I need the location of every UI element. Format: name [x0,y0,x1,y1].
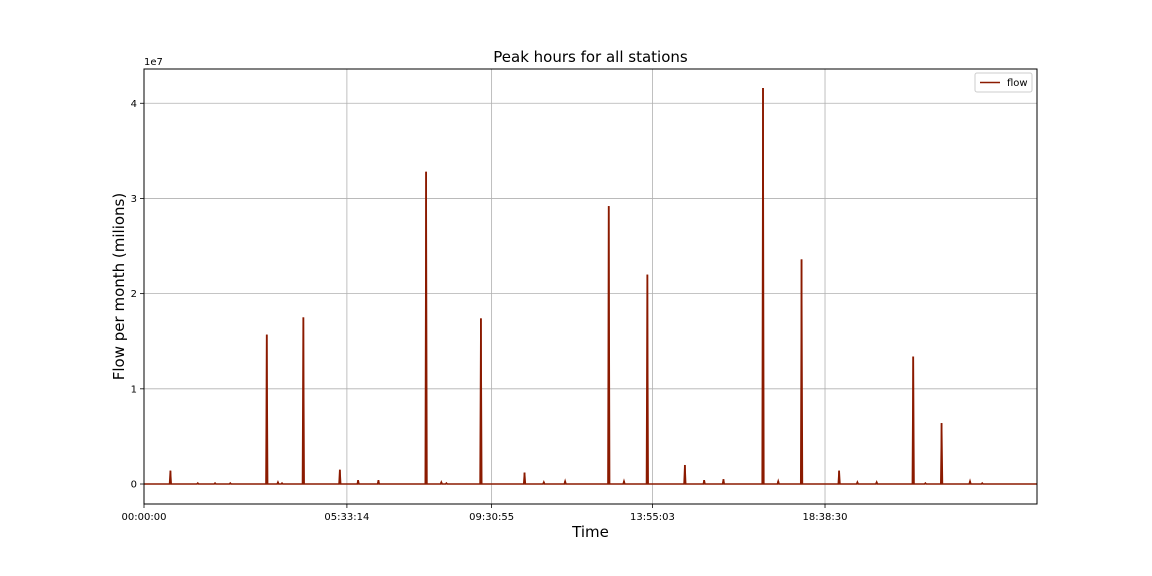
x-axis-ticks: 00:00:00 05:33:14 09:30:55 13:55:03 18:38:30 [122,504,848,523]
series-group [144,88,1037,485]
legend: flow [974,72,1033,93]
legend-entry-flow: flow [1007,78,1028,89]
y-tick-label: 3 [131,194,137,205]
y-tick-label: 1 [131,384,137,395]
y-axis-ticks: 0 1 2 3 4 [131,99,144,491]
y-tick-label: 4 [131,99,137,110]
y-tick-label: 0 [131,480,137,491]
chart-title: Peak hours for all stations [493,48,688,66]
y-axis-label: Flow per month (milions) [110,193,128,380]
grid-lines [144,69,1037,504]
series-line-flow [144,88,1037,485]
y-offset-text: 1e7 [144,57,163,68]
x-tick-label: 13:55:03 [630,512,675,523]
x-tick-label: 18:38:30 [803,512,848,523]
x-tick-label: 05:33:14 [324,512,369,523]
x-axis-label: Time [571,523,609,541]
y-tick-label: 2 [131,289,137,300]
x-tick-label: 00:00:00 [122,512,167,523]
x-tick-label: 09:30:55 [469,512,514,523]
legend-box [974,72,1033,93]
plot-frame [143,68,1038,505]
